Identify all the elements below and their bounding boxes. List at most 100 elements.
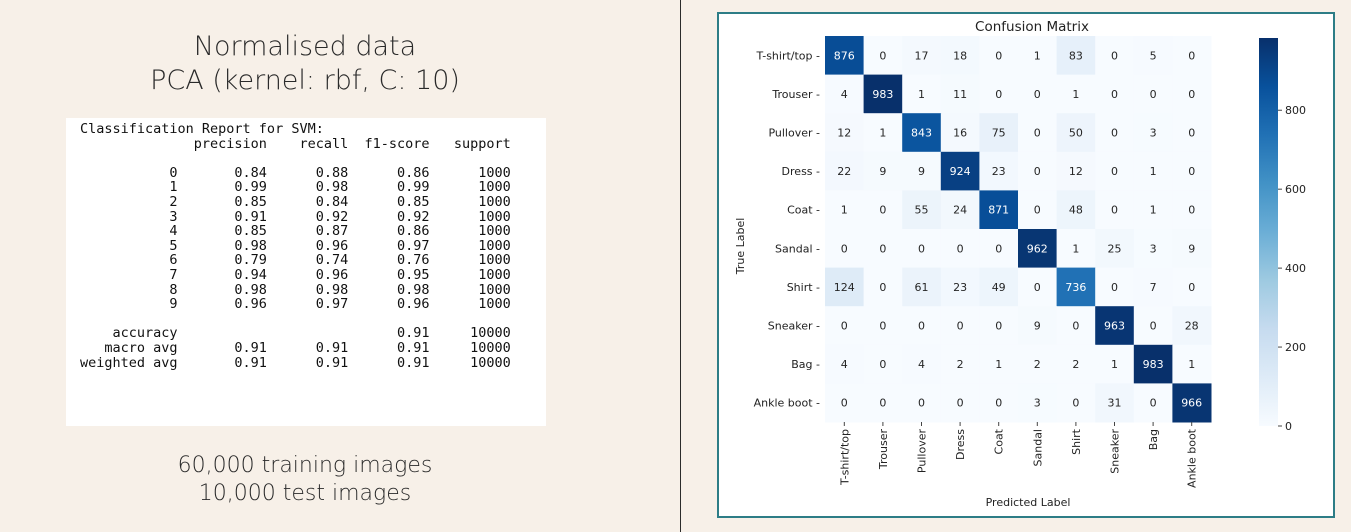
cell-value-label: 0 [879, 320, 886, 333]
heatmap-cell [940, 344, 980, 384]
cell-value-label: 966 [1181, 397, 1202, 410]
cell-value-label: 0 [879, 397, 886, 410]
left-panel: Normalised data PCA (kernel: rbf, C: 10)… [0, 30, 610, 506]
heatmap-cell [979, 36, 1019, 76]
cell-value-label: 3 [1150, 127, 1157, 140]
y-tick-labels: T-shirt/top - Trouser - Pullover - Dress - C… [754, 49, 820, 409]
heatmap-cell [1018, 344, 1058, 384]
heatmap-cell [940, 36, 980, 76]
cell-value-label: 2 [1072, 358, 1079, 371]
cell-value-label: 1 [841, 204, 848, 217]
heatmap-cell [979, 74, 1019, 114]
cell-value-label: 0 [1188, 204, 1195, 217]
cell-value-label: 31 [1108, 397, 1122, 410]
cell-value-label: 0 [1150, 320, 1157, 333]
colorbar-tick-label: 800 [1285, 104, 1306, 117]
cell-value-label: 124 [834, 281, 855, 294]
cell-value-label: 49 [992, 281, 1006, 294]
y-tick-label: Coat - [787, 204, 820, 217]
heatmap-cell [1133, 190, 1173, 230]
cell-value-label: 0 [918, 397, 925, 410]
y-axis-label: True Label [734, 218, 747, 276]
title-line-2: PCA (kernel: rbf, C: 10) [150, 65, 460, 96]
cell-value-label: 1 [879, 127, 886, 140]
cell-value-label: 0 [1072, 397, 1079, 410]
cell-value-label: 18 [953, 49, 967, 62]
heatmap-cell [1018, 113, 1058, 153]
cell-value-label: 4 [841, 358, 848, 371]
x-tick-label: Sneaker [1109, 429, 1122, 474]
confusion-matrix-frame: Confusion Matrix True Label Predicted La… [717, 12, 1335, 518]
heatmap-cell [902, 267, 942, 307]
heatmap-cell [902, 113, 942, 153]
x-tick-label: Dress [954, 429, 967, 460]
cell-value-label: 0 [879, 242, 886, 255]
heatmap-cell [902, 383, 942, 423]
cell-value-label: 0 [879, 358, 886, 371]
heatmap-cell [1133, 74, 1173, 114]
cell-value-label: 1 [1150, 204, 1157, 217]
slide-title: Normalised data PCA (kernel: rbf, C: 10) [0, 30, 610, 98]
cell-value-label: 0 [1111, 165, 1118, 178]
heatmap-cell [1172, 383, 1212, 423]
cell-value-label: 9 [918, 165, 925, 178]
heatmap-cell [1018, 36, 1058, 76]
cell-value-label: 0 [995, 397, 1002, 410]
cell-value-label: 0 [841, 397, 848, 410]
heatmap-cell [863, 74, 903, 114]
heatmap-cell [979, 306, 1019, 346]
heatmap-cell [1018, 74, 1058, 114]
heatmap-cell [1172, 113, 1212, 153]
heatmap-cell [825, 306, 865, 346]
cell-value-label: 0 [879, 49, 886, 62]
heatmap-cell [940, 383, 980, 423]
cell-value-label: 0 [1150, 88, 1157, 101]
heatmap-cell [1095, 229, 1135, 269]
heatmap-cell [902, 229, 942, 269]
heatmap-cell [1018, 306, 1058, 346]
cell-value-label: 0 [995, 88, 1002, 101]
x-tick-label: Coat [993, 428, 1006, 454]
heatmap-cell [863, 383, 903, 423]
cell-value-label: 2 [1034, 358, 1041, 371]
cell-value-label: 0 [918, 320, 925, 333]
cell-value-label: 1 [1034, 49, 1041, 62]
cell-value-label: 1 [1072, 88, 1079, 101]
heatmap-cell [825, 190, 865, 230]
cell-value-label: 23 [992, 165, 1006, 178]
heatmap-cell [940, 190, 980, 230]
cell-value-label: 17 [915, 49, 929, 62]
heatmap-cell [863, 113, 903, 153]
heatmap-cell [1095, 151, 1135, 191]
cell-value-label: 0 [1034, 88, 1041, 101]
cell-value-label: 48 [1069, 204, 1083, 217]
x-tick-label: Ankle boot [1186, 428, 1199, 488]
heatmap-cell [979, 267, 1019, 307]
cell-value-label: 16 [953, 127, 967, 140]
cell-value-label: 22 [837, 165, 851, 178]
heatmap-cells: 876 0 17 18 0 1 83 0 5 04 983 1 11 0 0 1 0 0 012 1 843 16 75 0 5… [825, 36, 1212, 423]
heatmap-cell [979, 190, 1019, 230]
cell-value-label: 1 [995, 358, 1002, 371]
heatmap-cell [1172, 267, 1212, 307]
heatmap-cell [1095, 267, 1135, 307]
cell-value-label: 0 [1111, 49, 1118, 62]
cell-value-label: 0 [957, 397, 964, 410]
heatmap-cell [863, 344, 903, 384]
y-tick-label: Sandal - [775, 242, 820, 255]
heatmap-cell [1056, 151, 1096, 191]
training-images-text: 60,000 training images [177, 453, 433, 478]
cell-value-label: 24 [953, 204, 967, 217]
heatmap-cell [1133, 113, 1173, 153]
cell-value-label: 0 [957, 320, 964, 333]
heatmap-cell [863, 267, 903, 307]
x-tick-label: Bag [1147, 429, 1160, 450]
cell-value-label: 50 [1069, 127, 1083, 140]
cell-value-label: 0 [957, 242, 964, 255]
colorbar-tick-label: 0 [1285, 420, 1292, 433]
heatmap-cell [1133, 383, 1173, 423]
cell-value-label: 3 [1034, 397, 1041, 410]
heatmap-cell [1018, 383, 1058, 423]
y-tick-label: Ankle boot - [754, 397, 820, 410]
heatmap-cell [1095, 113, 1135, 153]
